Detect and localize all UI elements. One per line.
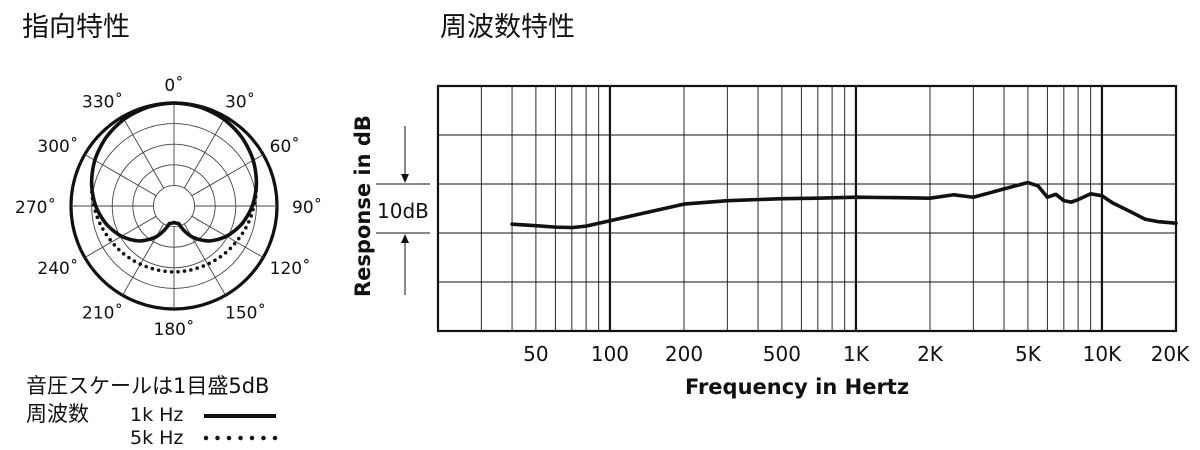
polar-series-1k — [89, 101, 259, 243]
polar-grid-spoke — [122, 116, 165, 189]
polar-grid-spoke — [84, 154, 157, 197]
frequency-title: 周波数特性 — [440, 12, 575, 43]
polar-angle-label: 120˚ — [270, 258, 311, 279]
y-axis-label: Response in dB — [351, 115, 375, 297]
polar-angle-label: 270˚ — [15, 197, 56, 218]
x-tick-label: 100 — [591, 342, 629, 366]
polar-angle-label: 90˚ — [292, 197, 322, 218]
x-tick-label: 50 — [523, 342, 548, 366]
polar-grid-spoke — [191, 154, 264, 197]
x-tick-label: 5K — [1015, 342, 1042, 366]
polar-pattern-chart: 0˚ 30˚ 60˚ 90˚ 120˚ 150˚ 180˚ 210˚ 240˚ 270˚ 300˚ 3… — [15, 75, 322, 340]
legend-label-5k: 5k Hz — [130, 427, 183, 449]
x-tick-label: 200 — [665, 342, 703, 366]
polar-angle-label: 150˚ — [225, 303, 266, 324]
polar-angle-label: 300˚ — [37, 136, 78, 157]
polar-grid-ring — [152, 184, 196, 228]
x-tick-label: 500 — [763, 342, 801, 366]
polar-angle-label: 30˚ — [225, 91, 255, 112]
polar-grid-spoke — [183, 116, 226, 189]
legend-label-1k: 1k Hz — [130, 404, 183, 426]
x-tick-label: 1K — [843, 342, 870, 366]
frequency-response-curve — [510, 180, 1178, 230]
polar-angle-label: 210˚ — [82, 303, 123, 324]
polar-angle-label: 0˚ — [164, 75, 183, 96]
x-tick-label: 2K — [917, 342, 944, 366]
freq-plot-frame — [436, 84, 1178, 333]
scale-arrowhead-top — [401, 174, 409, 183]
polar-angle-label: 330˚ — [82, 91, 123, 112]
x-tick-label: 10K — [1083, 342, 1122, 366]
frequency-response-chart: 50 100 200 500 1K 2K 5K 10K 20K — [376, 84, 1190, 366]
polar-angle-label: 180˚ — [154, 319, 195, 340]
polar-title: 指向特性 — [22, 12, 130, 43]
scale-arrowhead-bottom — [401, 234, 409, 243]
scale-bar-label: 10dB — [377, 199, 429, 223]
x-axis-label: Frequency in Hertz — [685, 375, 909, 399]
polar-angle-label: 240˚ — [37, 258, 78, 279]
polar-legend-title: 周波数 — [26, 402, 89, 426]
polar-scale-note: 音圧スケールは1目盛5dB — [26, 374, 269, 398]
x-tick-label: 20K — [1151, 342, 1190, 366]
polar-series-5k — [89, 182, 259, 274]
polar-angle-label: 60˚ — [270, 136, 300, 157]
